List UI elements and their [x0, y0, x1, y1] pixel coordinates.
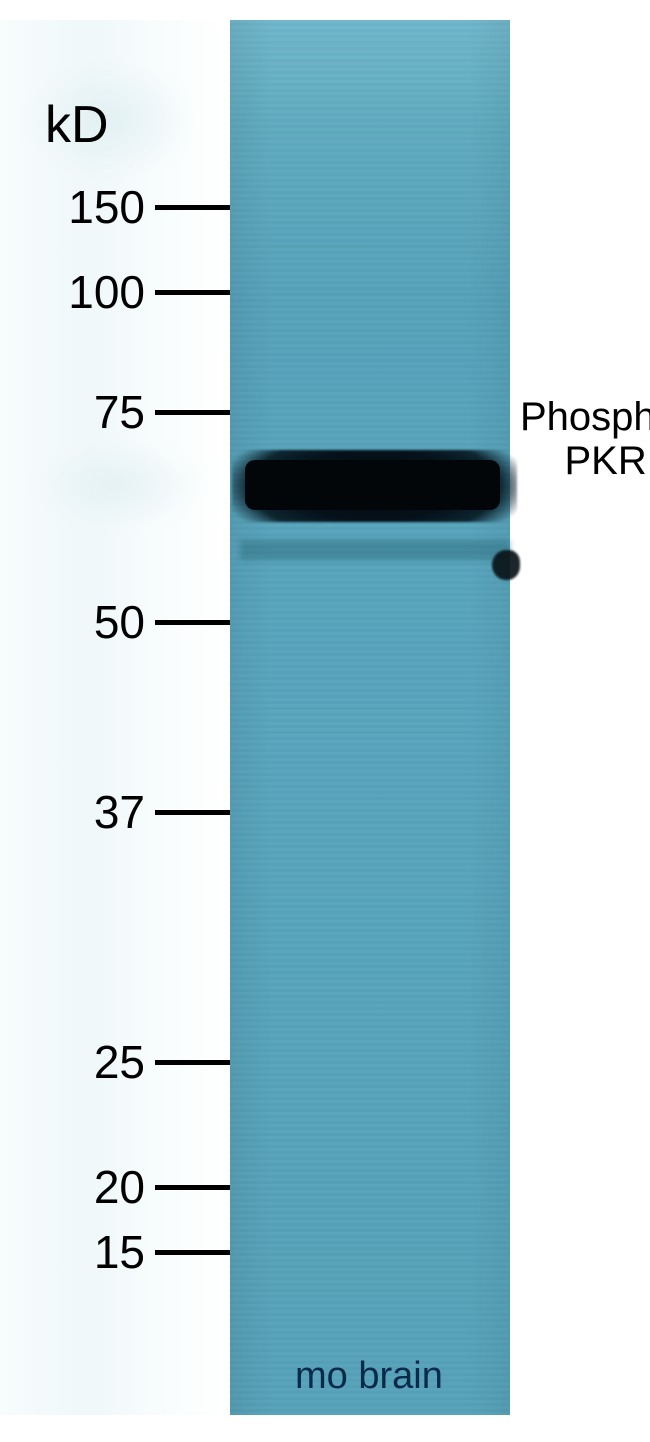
ladder-tick-150: [155, 205, 230, 210]
band-annotation-line1: Phospho-: [520, 395, 650, 439]
ladder-tick-100: [155, 290, 230, 295]
ladder-tick-20: [155, 1185, 230, 1190]
ladder-tick-75: [155, 410, 230, 415]
band-annotation: Phospho- PKR: [520, 395, 650, 483]
ladder-label-100: 100: [68, 265, 145, 319]
ladder-tick-25: [155, 1060, 230, 1065]
axis-title-kd: kD: [45, 95, 109, 155]
ladder-label-20: 20: [94, 1160, 145, 1214]
ladder-tick-50: [155, 620, 230, 625]
ladder-label-75: 75: [94, 385, 145, 439]
blot-figure: mo brain kD 150 100 75 50 37 25 20 15 Ph…: [0, 0, 650, 1442]
blot-lane: [230, 20, 510, 1415]
ladder-label-50: 50: [94, 595, 145, 649]
band-annotation-line2: PKR: [520, 439, 650, 483]
lane-vert-shade: [230, 20, 510, 1415]
spot-right: [492, 550, 520, 580]
ladder-label-25: 25: [94, 1035, 145, 1089]
phospho-pkr-band-core: [245, 460, 500, 510]
left-ghost-smudge-2: [30, 440, 210, 530]
faint-band-below: [240, 540, 510, 560]
ladder-label-150: 150: [68, 180, 145, 234]
ladder-tick-37: [155, 810, 230, 815]
lane-label: mo brain: [295, 1355, 443, 1398]
ladder-label-37: 37: [94, 785, 145, 839]
ladder-label-15: 15: [94, 1225, 145, 1279]
ladder-tick-15: [155, 1250, 230, 1255]
